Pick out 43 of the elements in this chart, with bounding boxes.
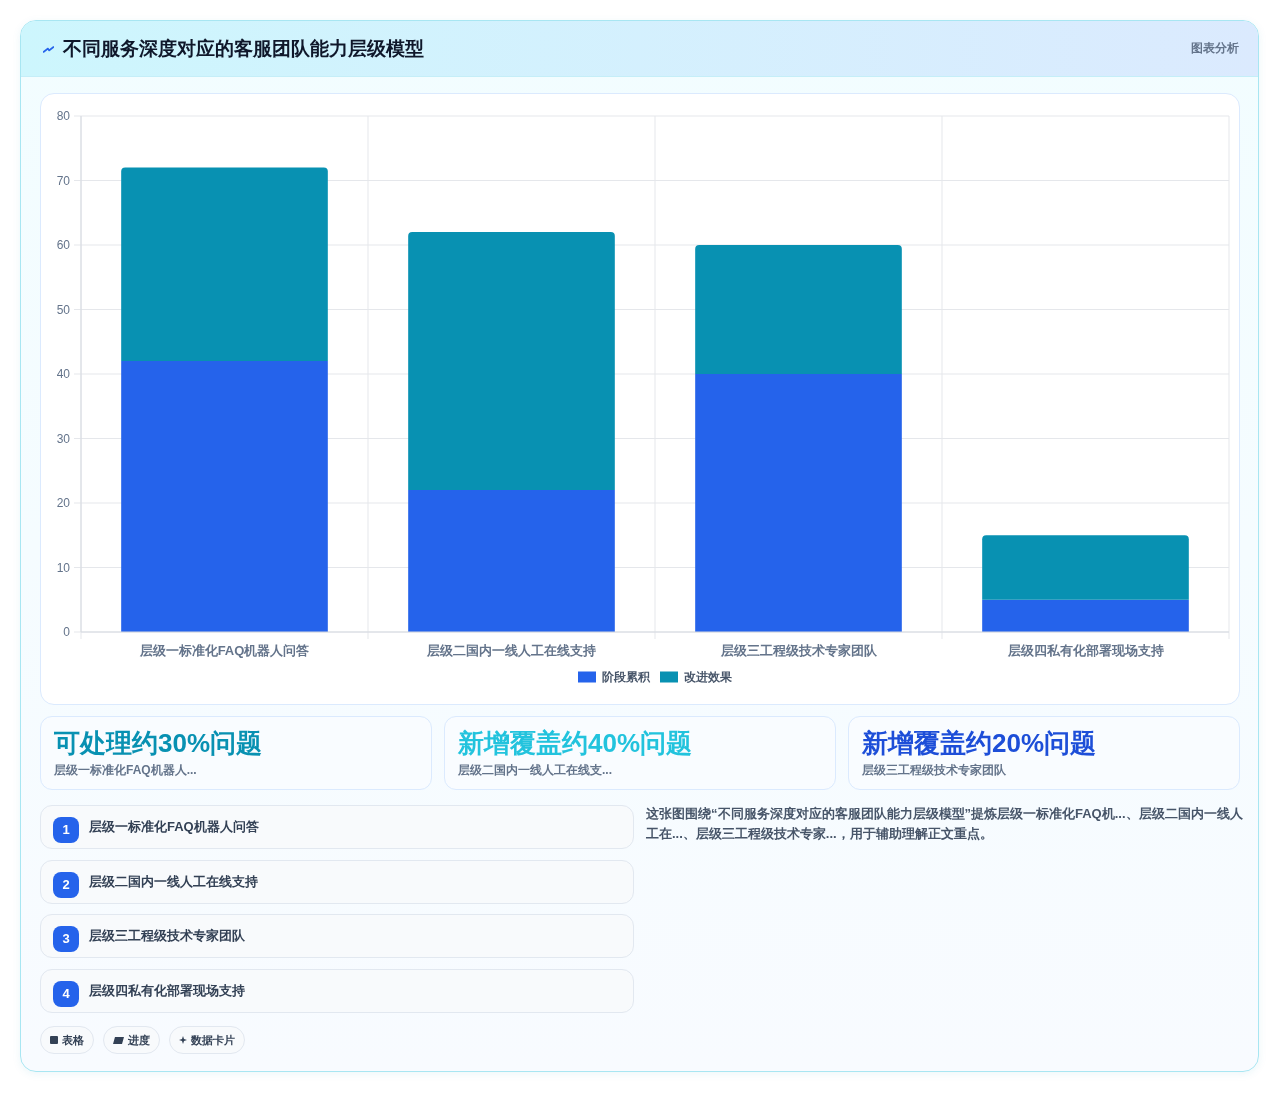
text: 层级一标准化FAQ机器人问答	[89, 819, 259, 834]
bar	[408, 490, 615, 632]
bar	[121, 361, 328, 632]
y-tick-label: 50	[56, 302, 71, 317]
legend-label: 阶段累积	[602, 670, 651, 685]
bar	[695, 374, 902, 632]
text: 新增覆盖约40%问题	[458, 728, 693, 758]
y-tick-label: 20	[56, 496, 71, 511]
text: 新增覆盖约20%问题	[862, 728, 1097, 758]
y-tick-label: 80	[56, 109, 71, 124]
x-tick-label: 层级一标准化FAQ机器人问答	[138, 642, 310, 658]
y-tick-label: 30	[56, 431, 71, 446]
text: 这张图围绕“不同服务深度对应的客服团队能力层级模型”提炼层级一标准化FAQ机...、层级二国内一线人工在...、层级三工程级技术专家...，用于辅助理解正文重点。	[646, 806, 1243, 841]
text: 2	[62, 876, 70, 892]
y-tick-label: 0	[63, 625, 71, 640]
y-tick-label: 60	[56, 238, 71, 253]
text: 层级三工程级技术专家团队	[862, 763, 1006, 777]
text: 可处理约30%问题	[54, 728, 263, 758]
x-tick-label: 层级三工程级技术专家团队	[719, 642, 878, 658]
x-tick-label: 层级二国内一线人工在线支持	[426, 642, 596, 658]
text: 图表分析	[1191, 41, 1239, 55]
text: 表格	[62, 1033, 84, 1048]
text: 层级二国内一线人工在线支持	[89, 873, 258, 889]
y-tick-label: 40	[56, 367, 71, 382]
bar	[121, 167, 328, 362]
bar	[982, 599, 1189, 632]
y-tick-label: 70	[56, 173, 71, 188]
x-tick-label: 层级四私有化部署现场支持	[1006, 642, 1164, 658]
text: 层级三工程级技术专家团队	[89, 928, 245, 944]
bar	[408, 232, 615, 491]
text: 层级四私有化部署现场支持	[89, 983, 245, 999]
legend-label: 改进效果	[684, 670, 733, 685]
text: 数据卡片	[191, 1033, 235, 1048]
text: 1	[62, 822, 70, 837]
bar	[982, 535, 1189, 600]
text: 3	[62, 931, 70, 947]
text: 层级二国内一线人工在线支...	[458, 763, 613, 777]
chart-title: 不同服务深度对应的客服团队能力层级模型	[63, 38, 424, 59]
text: 层级一标准化FAQ机器人...	[54, 763, 197, 777]
bar	[695, 245, 902, 374]
text: 进度	[128, 1033, 150, 1048]
text: 4	[62, 986, 70, 1002]
y-tick-label: 10	[56, 560, 71, 575]
